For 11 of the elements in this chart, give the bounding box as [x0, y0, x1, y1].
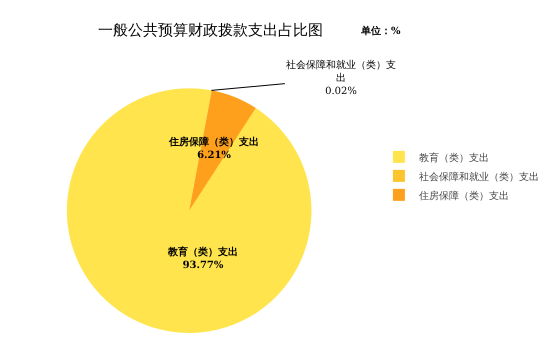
legend-label: 社会保障和就业（类）支出 [418, 170, 539, 183]
data-label: 6.21% [197, 150, 232, 161]
data-label: 0.02% [325, 86, 357, 97]
chart-title: 一般公共预算财政拨款支出占比图 [98, 21, 324, 40]
text: 单位：% [360, 25, 401, 37]
legend-label: 教育（类）支出 [418, 152, 489, 164]
slice-label: 住房保障（类）支出 [168, 136, 259, 148]
data-label: 93.77% [182, 260, 224, 271]
legend-label: 住房保障（类）支出 [418, 190, 509, 202]
slice-label: 社会保障和就业（类）支出 [286, 59, 396, 84]
slice-label: 教育（类）支出 [167, 246, 238, 258]
